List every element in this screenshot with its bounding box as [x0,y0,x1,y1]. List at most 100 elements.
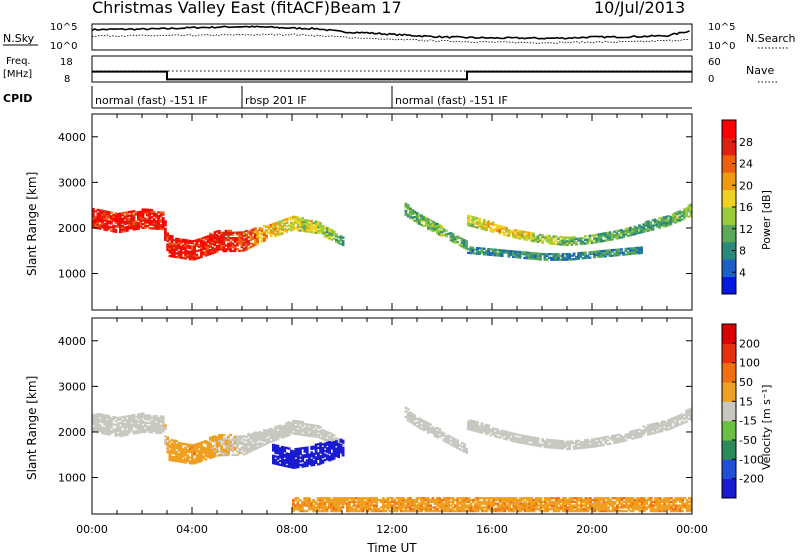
echo-cell [406,204,410,207]
echo-cell [305,502,309,505]
echo-cell [633,252,637,255]
echo-cell [299,422,302,425]
echo-cell [177,238,181,241]
echo-cell [579,240,583,244]
echo-cell [276,444,280,448]
echo-cell [550,504,554,507]
echo-cell [683,502,687,505]
echo-cell [352,502,356,505]
echo-cell [508,508,511,511]
echo-cell [188,443,192,447]
echo-cell [94,224,98,228]
echo-cell [438,431,441,435]
echo-cell [500,252,504,256]
echo-cell [249,231,253,234]
echo-cell [238,238,241,241]
echo-cell [330,499,333,502]
echo-cell [305,461,309,464]
echo-cell [507,436,511,440]
echo-cell [305,430,309,433]
echo-cell [482,430,486,433]
echo-cell [494,435,497,438]
echo-cell [431,509,435,513]
echo-cell [364,504,367,507]
echo-cell [296,229,300,232]
echo-cell [278,233,282,236]
echo-cell [334,506,338,509]
echo-cell [500,225,504,228]
echo-cell [179,446,183,449]
echo-cell [193,453,196,456]
echo-cell [186,252,190,255]
cpid-segments: normal (fast) -151 IF rbsp 201 IF normal (… [91,86,508,108]
echo-cell [415,500,419,504]
echo-cell [597,233,601,236]
echo-cell [629,234,632,237]
echo-cell [415,499,419,502]
echo-cell [604,253,607,256]
echo-cell [316,508,320,511]
echo-cell [544,509,547,513]
echo-cell [290,455,293,458]
echo-cell [512,235,515,239]
echo-cell [177,243,181,246]
echo-cell [615,233,619,236]
echo-cell [544,504,547,507]
echo-cell [294,430,298,434]
echo-cell [335,240,338,243]
echo-cell [170,439,174,442]
echo-cell [580,504,583,507]
echo-cell [476,500,480,504]
echo-cell [552,439,556,442]
echo-cell [188,447,192,450]
echo-cell [107,420,111,423]
echo-cell [568,442,571,445]
echo-cell [584,442,587,445]
echo-cell [406,502,410,505]
echo-cell [123,415,127,418]
echo-cell [107,214,111,217]
echo-cell [550,240,553,243]
echo-cell [458,500,462,504]
echo-cell [618,500,621,504]
echo-cell [366,499,369,502]
echo-cell [191,456,194,460]
echo-cell [671,420,675,424]
echo-cell [501,502,504,505]
echo-cell [652,504,655,507]
echo-cell [220,235,223,238]
echo-cell [335,233,338,236]
echo-cell [301,456,305,459]
echo-cell [581,237,585,240]
echo-cell [571,504,574,507]
echo-cell [620,504,624,507]
echo-cell [429,430,432,433]
echo-cell [635,232,639,235]
echo-cell [294,506,298,509]
echo-cell [516,433,520,436]
echo-cell [404,499,408,502]
echo-cell [292,428,295,432]
echo-cell [314,224,318,227]
echo-cell [674,217,677,220]
echo-cell [404,508,408,511]
echo-cell [545,240,549,243]
echo-cell [431,500,435,504]
echo-cell [553,504,556,507]
echo-cell [445,440,448,444]
echo-cell [281,460,284,463]
echo-cell [272,437,275,441]
echo-cell [94,221,98,224]
echo-cell [521,434,524,437]
echo-cell [460,504,464,507]
echo-cell [350,500,354,504]
echo-cell [651,226,655,229]
echo-cell [678,416,682,419]
echo-cell [312,460,316,463]
search-noise-line [91,33,690,44]
echo-cell [341,444,345,447]
echo-cell [530,499,534,502]
echo-cell [449,500,453,504]
echo-cell [294,453,298,456]
echo-cell [206,238,210,242]
